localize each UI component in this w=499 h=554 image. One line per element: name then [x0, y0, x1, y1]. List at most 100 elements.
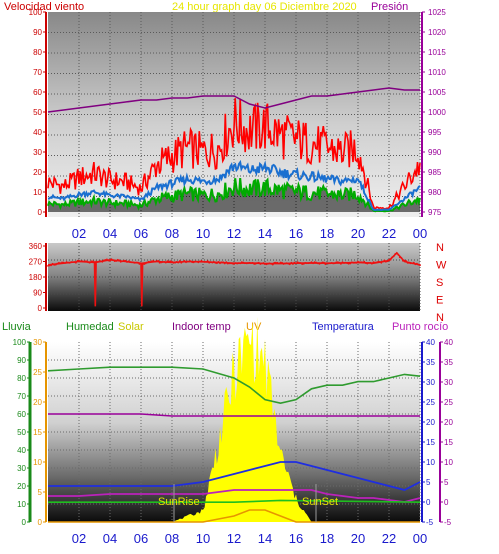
wind-direction-point [87, 261, 90, 264]
direction-grid [48, 243, 421, 311]
wind-direction-point [123, 259, 125, 262]
temp-ticks-a-label: 40 [426, 338, 435, 347]
wind-direction-point [293, 261, 296, 264]
wind-direction-point [313, 261, 316, 264]
wind-direction-point [81, 260, 83, 262]
wind-direction-point [383, 259, 386, 262]
wind-direction-point [186, 260, 189, 263]
wind-direction-point [110, 258, 113, 261]
wind-direction-point [180, 261, 183, 264]
compass-label: E [436, 295, 443, 307]
rain-ticks-label: 40 [17, 446, 26, 455]
wind-direction-point [121, 260, 124, 263]
pressure-right-ticks-label: 980 [428, 188, 442, 197]
dewpoint-line [48, 489, 421, 503]
rain-ticks-label: 90 [17, 356, 26, 365]
wind-direction-point [309, 262, 311, 264]
wind-direction-point [290, 261, 293, 264]
wind-direction-point [354, 262, 356, 264]
wind-direction-point [152, 260, 155, 262]
wind-direction-point [402, 259, 404, 262]
wind-direction-point [231, 262, 234, 265]
wind-direction-point [71, 261, 74, 263]
dir-left-ticks-label: 0 [38, 304, 43, 313]
wind-left-ticks-label: 0 [38, 208, 43, 217]
wind-direction-point [389, 258, 392, 261]
pressure-right-ticks-label: 1025 [428, 8, 446, 17]
wind-direction-point [239, 262, 242, 265]
wind-speed-line [47, 159, 421, 212]
wind-direction-point [126, 261, 128, 263]
wind-direction-point [319, 262, 322, 265]
wind-direction-point [408, 262, 410, 264]
rain-ticks-label: 80 [17, 374, 26, 383]
wind-direction-point [192, 261, 195, 264]
wind-direction-point [385, 260, 387, 263]
temp-ticks-b-label: 20 [444, 418, 453, 427]
rain-ticks-label: 100 [13, 338, 27, 347]
dir-left-ticks-label: 180 [29, 273, 43, 282]
pressure-line [47, 87, 420, 113]
temp-ticks-a-label: 0 [426, 498, 431, 507]
wind-direction-point [216, 262, 218, 265]
temp-ticks-a-label: 5 [426, 478, 431, 487]
wind-direction-point [284, 262, 287, 265]
wind-direction-point [177, 261, 180, 264]
pressure-right-ticks-label: 1010 [428, 68, 446, 77]
wind-direction-point [175, 261, 178, 263]
wind-left-ticks-label: 70 [33, 68, 42, 77]
wind-direction-point [47, 265, 49, 267]
wind-direction-point [240, 261, 243, 264]
wind-direction-point [335, 261, 338, 264]
wind-direction-point [412, 261, 415, 264]
wind-direction-point [343, 262, 345, 264]
wind-direction-point [58, 261, 60, 264]
legend-solar: Solar [118, 321, 144, 333]
wind-direction-point [395, 252, 398, 254]
x-tick-label: 20 [351, 226, 365, 241]
x-tick-label: 00 [413, 531, 427, 546]
wind-direction-point [143, 263, 146, 265]
wind-direction-point [288, 263, 291, 266]
compass-label: N [436, 312, 444, 324]
wind-direction-point [155, 260, 158, 263]
x-tick-label: 06 [134, 226, 148, 241]
wind-direction-point [82, 260, 85, 263]
wind-direction-point [265, 263, 268, 266]
wind-left-ticks-label: 90 [33, 28, 42, 37]
temp-ticks-b-label: 10 [444, 458, 453, 467]
wind-direction-point [50, 264, 52, 267]
wind-direction-point [107, 259, 110, 262]
uv-ticks-label: 25 [33, 368, 42, 377]
temp-ticks-b-label: 15 [444, 438, 453, 447]
wind-direction-point [222, 261, 225, 264]
wind-direction-point [347, 262, 350, 265]
direction-left-ticks: 360 270 180 90 0 [29, 242, 46, 313]
wind-direction-point [208, 261, 211, 264]
wind-direction-point [140, 262, 142, 265]
wind-direction-point [78, 259, 80, 262]
wind-direction-point [281, 261, 283, 264]
wind-direction-point [127, 260, 130, 263]
wind-direction-point [360, 261, 362, 264]
temp-ticks-a-label: 30 [426, 378, 435, 387]
temp-ticks-b-label: 0 [444, 498, 449, 507]
uv-ticks-label: 10 [33, 458, 42, 467]
humidity-line [47, 366, 421, 405]
wind-direction-point [188, 260, 190, 263]
temp-ticks-a-label: 25 [426, 398, 435, 407]
wind-direction-point [316, 262, 319, 265]
wind-direction-point [374, 261, 376, 264]
wind-direction-point [116, 258, 119, 261]
wind-direction-point [214, 262, 217, 264]
wind-direction-point [377, 260, 380, 263]
x-tick-label: 10 [196, 226, 210, 241]
wind-direction-point [388, 258, 390, 261]
wind-left-ticks-label: 80 [33, 48, 42, 57]
wind-direction-point [254, 262, 257, 265]
wind-direction-point [369, 261, 372, 264]
wind-direction-point [76, 259, 79, 262]
pressure-right-ticks-label: 1000 [428, 108, 446, 117]
